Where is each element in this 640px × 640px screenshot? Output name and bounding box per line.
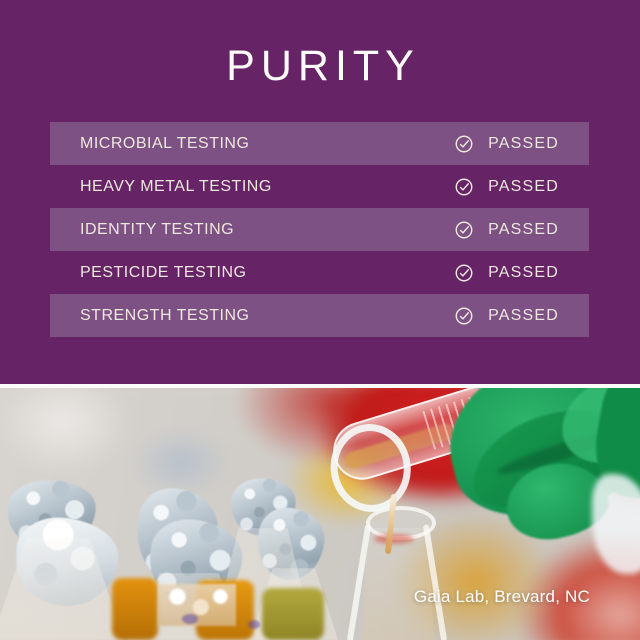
status-label: PASSED [488,263,559,281]
status-label: PASSED [488,306,559,324]
test-result: PASSED [455,178,559,196]
check-circle-icon [455,307,473,325]
status-label: PASSED [488,134,559,152]
test-row: PESTICIDE TESTING PASSED [50,251,589,294]
test-result: PASSED [455,264,559,282]
flask-liquid [262,588,324,640]
flask-liquid [112,578,158,640]
section-divider [0,384,640,388]
photo-caption: Gaia Lab, Brevard, NC [413,587,590,606]
test-name: STRENGTH TESTING [80,306,250,324]
test-name: HEAVY METAL TESTING [80,177,272,195]
lab-photo: Gaia Lab, Brevard, NC [0,388,640,640]
flask-marking [248,620,260,629]
test-result: PASSED [455,221,559,239]
status-label: PASSED [488,220,559,238]
test-row: HEAVY METAL TESTING PASSED [50,165,589,208]
page-title: PURITY [226,41,420,90]
flask-marking [182,614,198,624]
check-circle-icon [455,221,473,239]
receiving-flask [362,528,434,640]
header: PURITY [0,0,640,132]
test-name: IDENTITY TESTING [80,220,235,238]
test-name: MICROBIAL TESTING [80,134,250,152]
check-circle-icon [455,178,473,196]
test-result: PASSED [455,307,559,325]
check-circle-icon [455,135,473,153]
test-row: STRENGTH TESTING PASSED [50,294,589,337]
glass-glint [374,534,414,544]
test-results-table: MICROBIAL TESTING PASSED HEAVY METAL TES… [50,122,589,337]
test-row: MICROBIAL TESTING PASSED [50,122,589,165]
test-result: PASSED [455,135,559,153]
check-circle-icon [455,264,473,282]
status-label: PASSED [488,177,559,195]
test-row: IDENTITY TESTING PASSED [50,208,589,251]
test-name: PESTICIDE TESTING [80,263,247,281]
